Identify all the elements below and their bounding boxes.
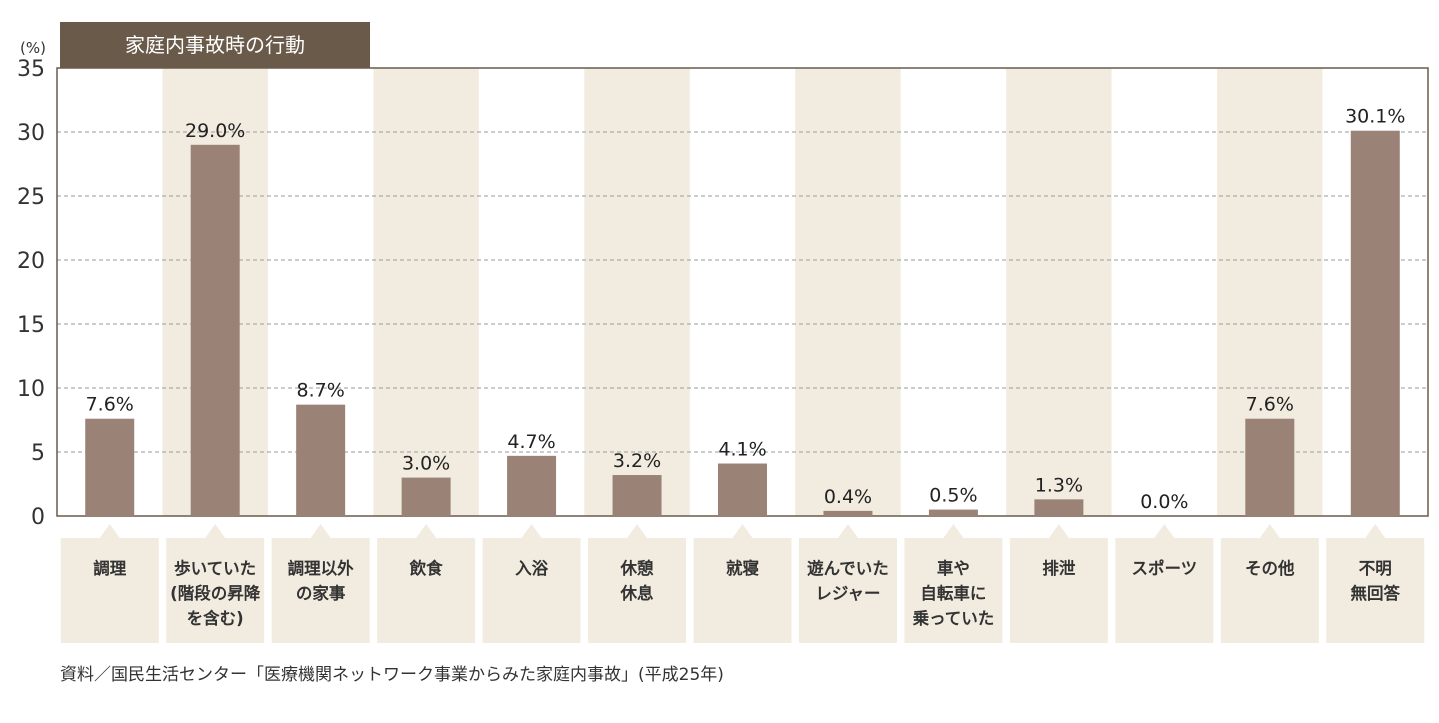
category-label: 乗っていた [913, 609, 995, 628]
chart-title: 家庭内事故時の行動 [125, 33, 305, 57]
category-pointer [943, 524, 964, 538]
bar-value-label: 3.2% [613, 450, 661, 472]
category-pointer [1259, 524, 1280, 538]
category-label: 休息 [620, 583, 654, 603]
y-tick-label: 35 [17, 57, 45, 82]
column-stripe [1006, 68, 1112, 516]
source-note: 資料／国民生活センター「医療機関ネットワーク事業からみた家庭内事故」(平成25年… [60, 665, 724, 685]
category-label: 調理以外 [288, 558, 355, 578]
category-pointer [521, 524, 542, 538]
bar-value-label: 7.6% [86, 394, 134, 416]
bar [190, 144, 240, 517]
category-box [482, 538, 581, 643]
y-tick-label: 0 [31, 505, 45, 530]
bar [1350, 130, 1400, 516]
category-label: レジャー [815, 584, 880, 603]
bar-value-label: 4.1% [718, 439, 766, 461]
bar [1245, 418, 1295, 516]
bar [928, 509, 978, 516]
y-tick-label: 30 [17, 121, 45, 146]
category-box [1220, 538, 1319, 643]
bar-value-label: 1.3% [1035, 474, 1083, 496]
title-box [60, 22, 370, 68]
bar [401, 477, 451, 516]
category-label: 歩いていた [174, 558, 256, 578]
category-pointer [627, 524, 648, 538]
y-tick-label: 20 [17, 249, 45, 274]
category-label: 無回答 [1351, 583, 1401, 603]
bar-value-label: 0.5% [929, 485, 977, 507]
bar-value-label: 8.7% [297, 380, 345, 402]
category-pointer [205, 524, 226, 538]
bar [718, 463, 767, 516]
category-pointer [732, 524, 753, 538]
bar-value-label: 4.7% [507, 431, 555, 453]
category-pointer [99, 524, 120, 538]
category-pointer [837, 524, 858, 538]
category-pointer [416, 524, 437, 538]
category-box [166, 538, 265, 643]
category-box [271, 538, 370, 643]
bar [1034, 499, 1084, 516]
bar [612, 475, 662, 516]
category-label: 車や [937, 558, 970, 578]
category-box [693, 538, 792, 643]
y-tick-label: 10 [17, 377, 45, 402]
y-unit-label: (%) [20, 39, 46, 57]
category-box [377, 538, 476, 643]
category-box [798, 538, 897, 643]
category-label: 休憩 [620, 558, 655, 578]
column-stripe [373, 68, 479, 516]
bar [296, 404, 346, 516]
category-box [588, 538, 687, 643]
column-stripe [584, 68, 690, 516]
bar [507, 455, 557, 516]
category-label: 就寝 [726, 558, 760, 578]
category-label: 自転車に [920, 583, 986, 603]
category-pointer [1048, 524, 1069, 538]
category-box [1115, 538, 1214, 643]
category-label: 不明 [1359, 559, 1392, 578]
category-label: の家事 [296, 583, 346, 603]
category-label: スポーツ [1132, 558, 1198, 578]
category-label: 入浴 [515, 558, 549, 578]
category-label: (階段の昇降 [170, 583, 261, 603]
category-pointer [1154, 524, 1175, 538]
bar [85, 418, 135, 516]
bar-value-label: 3.0% [402, 453, 450, 475]
bar [823, 510, 873, 516]
bar-value-label: 0.0% [1140, 491, 1188, 513]
category-box [1326, 538, 1425, 643]
category-label: 調理 [93, 558, 127, 578]
y-tick-label: 5 [31, 441, 45, 466]
category-box [1009, 538, 1108, 643]
category-label: 排泄 [1042, 558, 1076, 578]
y-tick-label: 15 [17, 313, 45, 338]
category-box [904, 538, 1003, 643]
category-box [60, 538, 159, 643]
column-stripe [795, 68, 901, 516]
bar-value-label: 0.4% [824, 486, 872, 508]
category-label: 遊んでいた [807, 558, 889, 578]
category-label: を含む) [187, 608, 244, 628]
category-pointer [310, 524, 331, 538]
bar-value-label: 29.0% [185, 120, 245, 142]
category-pointer [1365, 524, 1386, 538]
category-label: その他 [1245, 558, 1295, 578]
bar-value-label: 30.1% [1345, 106, 1405, 128]
y-tick-label: 25 [17, 185, 45, 210]
bar-value-label: 7.6% [1246, 394, 1294, 416]
category-label: 飲食 [409, 558, 444, 578]
